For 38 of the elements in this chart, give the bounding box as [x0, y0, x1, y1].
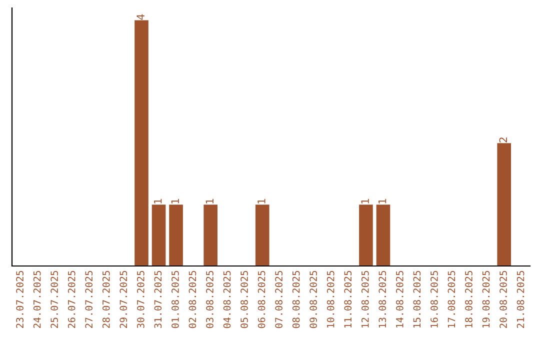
data-label: 1	[154, 198, 162, 204]
data-label: 1	[361, 198, 369, 204]
x-tick-label: 09.08.2025	[310, 270, 318, 328]
x-tick-label: 07.08.2025	[275, 270, 282, 328]
x-tick-label: 05.08.2025	[240, 270, 248, 328]
data-label: 1	[206, 198, 214, 204]
x-tick-label: 21.08.2025	[516, 270, 524, 328]
x-tick-label: 10.08.2025	[326, 270, 334, 328]
data-label: 4	[136, 14, 144, 20]
x-tick-label: 02.08.2025	[188, 270, 196, 328]
x-tick-label: 11.08.2025	[344, 270, 352, 328]
x-tick-label: 27.07.2025	[85, 270, 93, 328]
x-tick-label: 16.08.2025	[430, 270, 438, 328]
x-tick-label: 03.08.2025	[206, 270, 214, 328]
x-tick-label: 26.07.2025	[68, 270, 76, 328]
x-tick-label: 20.08.2025	[500, 270, 507, 328]
data-label: 1	[378, 198, 386, 204]
data-label: 2	[499, 138, 507, 142]
x-tick-label: 24.07.2025	[33, 270, 41, 328]
x-tick-label: 13.08.2025	[378, 270, 386, 328]
x-tick-label: 06.08.2025	[258, 270, 266, 328]
x-tick-label: 12.08.2025	[361, 270, 369, 328]
x-tick-label: 25.07.2025	[50, 270, 58, 328]
x-tick-label: 14.08.2025	[396, 270, 404, 328]
x-tick-label: 08.08.2025	[292, 270, 300, 328]
x-tick-label: 15.08.2025	[413, 270, 421, 328]
x-tick-label: 19.08.2025	[482, 270, 490, 328]
data-label: 1	[258, 198, 266, 204]
x-tick-label: 18.08.2025	[465, 270, 472, 328]
x-tick-label: 30.07.2025	[136, 270, 144, 328]
x-tick-label: 04.08.2025	[223, 270, 231, 328]
x-tick-label: 01.08.2025	[172, 270, 179, 328]
x-tick-label: 17.08.2025	[448, 270, 456, 328]
x-tick-label: 31.07.2025	[154, 270, 162, 328]
x-tick-label: 28.07.2025	[102, 270, 110, 328]
data-label: 1	[171, 198, 179, 204]
x-tick-label: 29.07.2025	[120, 270, 128, 328]
x-tick-label: 23.07.2025	[16, 270, 24, 328]
